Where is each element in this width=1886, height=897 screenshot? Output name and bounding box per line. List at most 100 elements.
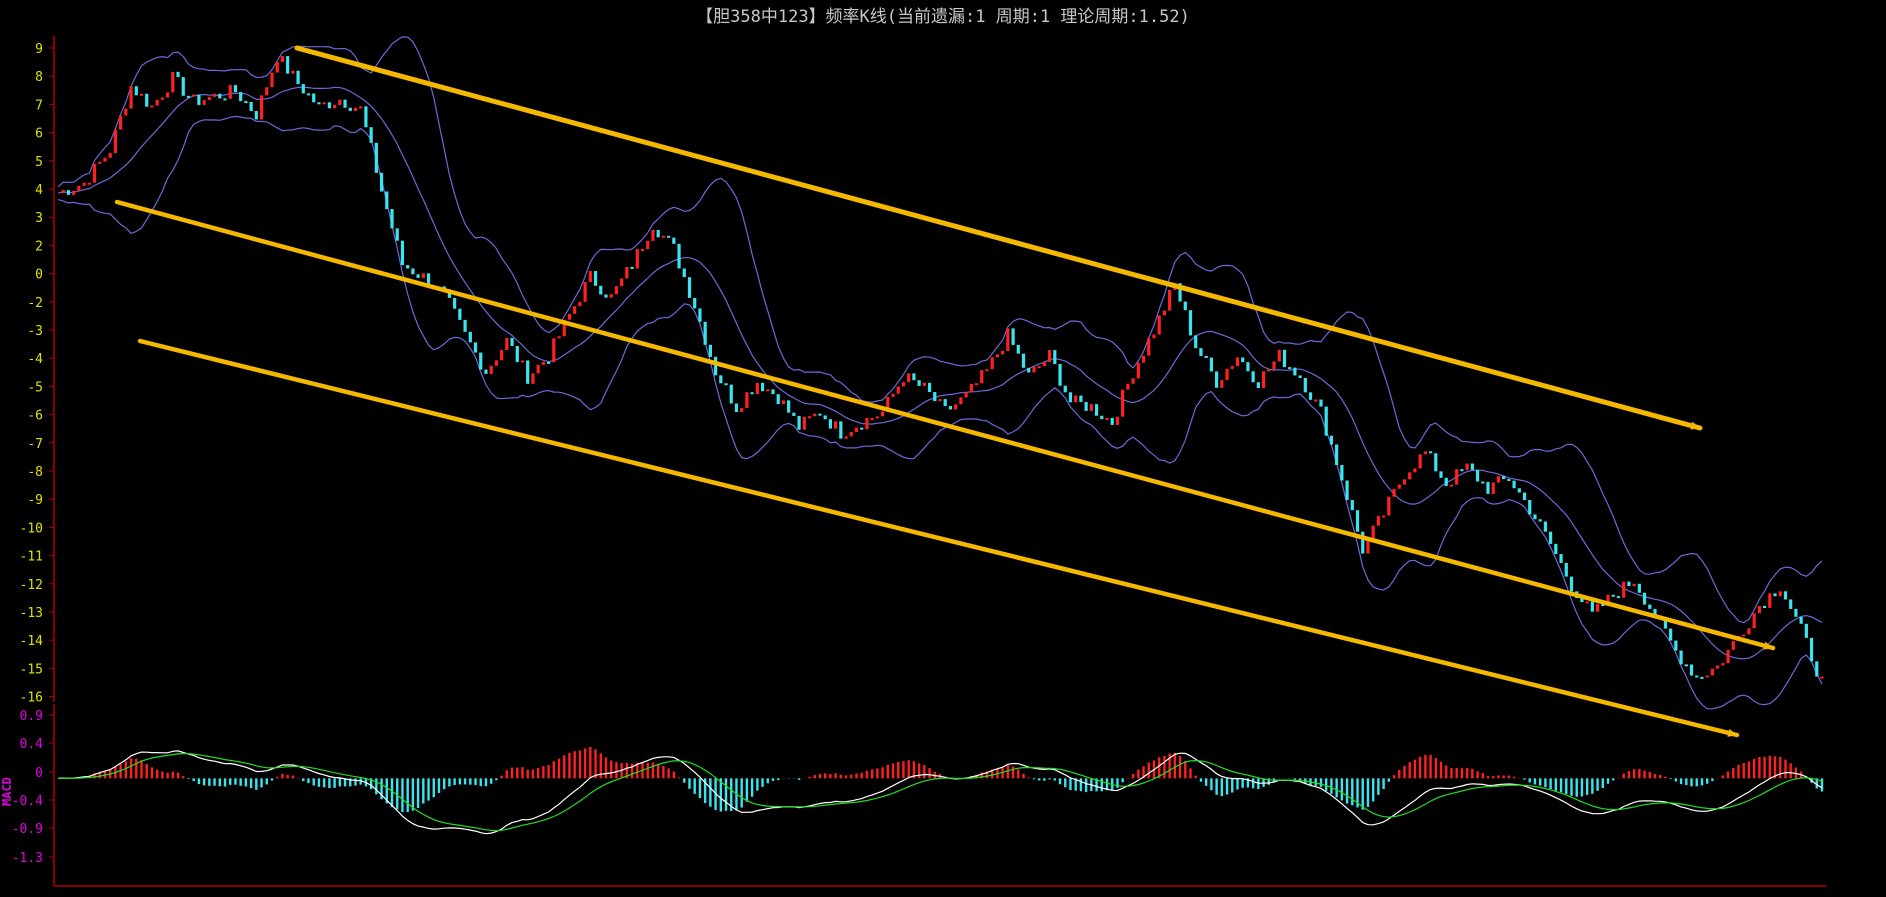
candle bbox=[244, 101, 248, 104]
candle bbox=[1121, 389, 1125, 417]
candle bbox=[1152, 334, 1156, 339]
candle bbox=[635, 249, 639, 269]
candle bbox=[1789, 599, 1793, 609]
candle bbox=[1444, 477, 1448, 486]
candle bbox=[1460, 469, 1464, 472]
candle bbox=[390, 209, 394, 229]
candle bbox=[985, 369, 989, 372]
candle bbox=[155, 99, 159, 106]
candle bbox=[1559, 554, 1563, 563]
candle bbox=[672, 237, 676, 244]
candle bbox=[515, 345, 519, 363]
candle bbox=[1689, 664, 1694, 676]
main-tick-label: 2 bbox=[35, 239, 43, 254]
candle bbox=[1387, 496, 1391, 516]
candle bbox=[1517, 488, 1521, 493]
candle bbox=[750, 392, 754, 395]
candle bbox=[854, 427, 859, 433]
candle bbox=[1277, 349, 1281, 362]
candle bbox=[1590, 601, 1594, 612]
candle bbox=[139, 93, 144, 96]
candle bbox=[734, 403, 739, 412]
candle bbox=[77, 185, 81, 191]
candle bbox=[233, 85, 238, 93]
candle bbox=[61, 190, 65, 194]
candle bbox=[1204, 355, 1208, 358]
candle bbox=[1215, 371, 1219, 388]
candle bbox=[364, 106, 368, 128]
candle bbox=[1345, 480, 1349, 501]
candle bbox=[1606, 594, 1610, 607]
candle bbox=[625, 266, 629, 279]
candle bbox=[546, 361, 551, 364]
candle bbox=[1637, 583, 1641, 593]
candle bbox=[1042, 361, 1046, 367]
candle bbox=[1027, 367, 1031, 373]
candle bbox=[1679, 650, 1683, 665]
candle bbox=[312, 93, 316, 103]
candle bbox=[1063, 385, 1067, 393]
candle bbox=[1752, 613, 1756, 629]
main-tick-label: -6 bbox=[27, 409, 43, 424]
candle bbox=[1632, 583, 1636, 587]
candle bbox=[1267, 369, 1271, 372]
candle bbox=[1580, 598, 1584, 603]
candle bbox=[1778, 591, 1782, 597]
candle bbox=[792, 412, 796, 416]
main-tick-label: -11 bbox=[20, 550, 43, 565]
candle bbox=[265, 87, 269, 96]
candle bbox=[1475, 469, 1480, 482]
candle bbox=[1157, 315, 1161, 335]
candle bbox=[369, 127, 373, 143]
candle bbox=[1726, 649, 1730, 664]
candle bbox=[1220, 380, 1224, 388]
candle bbox=[165, 92, 170, 98]
candle bbox=[1006, 328, 1010, 351]
candle bbox=[1465, 463, 1469, 470]
candle bbox=[541, 361, 545, 365]
candle bbox=[239, 92, 243, 102]
candle bbox=[1209, 357, 1213, 372]
candle bbox=[870, 417, 874, 420]
candle bbox=[719, 375, 723, 384]
main-tick-label: -8 bbox=[27, 465, 43, 480]
candle bbox=[270, 72, 274, 88]
candle bbox=[1079, 395, 1083, 402]
macd-tick-label: -1.3 bbox=[12, 851, 43, 866]
candle bbox=[583, 282, 587, 302]
macd-tick-label: 0.9 bbox=[20, 709, 43, 724]
candle bbox=[682, 268, 686, 278]
candle bbox=[1595, 603, 1600, 612]
candle bbox=[1773, 593, 1777, 597]
candle bbox=[912, 373, 916, 381]
candle bbox=[192, 94, 196, 97]
candle bbox=[1094, 404, 1099, 416]
candle bbox=[1684, 664, 1688, 667]
candle bbox=[489, 365, 493, 374]
main-tick-label: -16 bbox=[20, 691, 43, 706]
candle bbox=[453, 297, 457, 309]
candle bbox=[828, 419, 833, 429]
main-tick-label: 4 bbox=[35, 183, 43, 198]
candle bbox=[134, 86, 138, 96]
candle bbox=[1512, 480, 1516, 489]
candle bbox=[1011, 328, 1015, 345]
candle bbox=[760, 382, 765, 392]
candle bbox=[1392, 488, 1396, 497]
candle bbox=[1235, 357, 1240, 367]
candle bbox=[1601, 603, 1605, 607]
candle bbox=[1314, 399, 1318, 402]
candle bbox=[510, 337, 514, 346]
candle bbox=[1695, 675, 1699, 678]
candle bbox=[1371, 525, 1375, 539]
candle bbox=[1032, 366, 1036, 373]
candle bbox=[1256, 382, 1260, 389]
candle bbox=[1616, 596, 1621, 599]
candle bbox=[333, 105, 337, 109]
candle bbox=[1355, 510, 1360, 532]
candle bbox=[922, 382, 926, 386]
candle bbox=[1225, 368, 1229, 381]
candle bbox=[901, 382, 906, 387]
candle bbox=[1037, 366, 1041, 369]
candle bbox=[1428, 451, 1433, 454]
